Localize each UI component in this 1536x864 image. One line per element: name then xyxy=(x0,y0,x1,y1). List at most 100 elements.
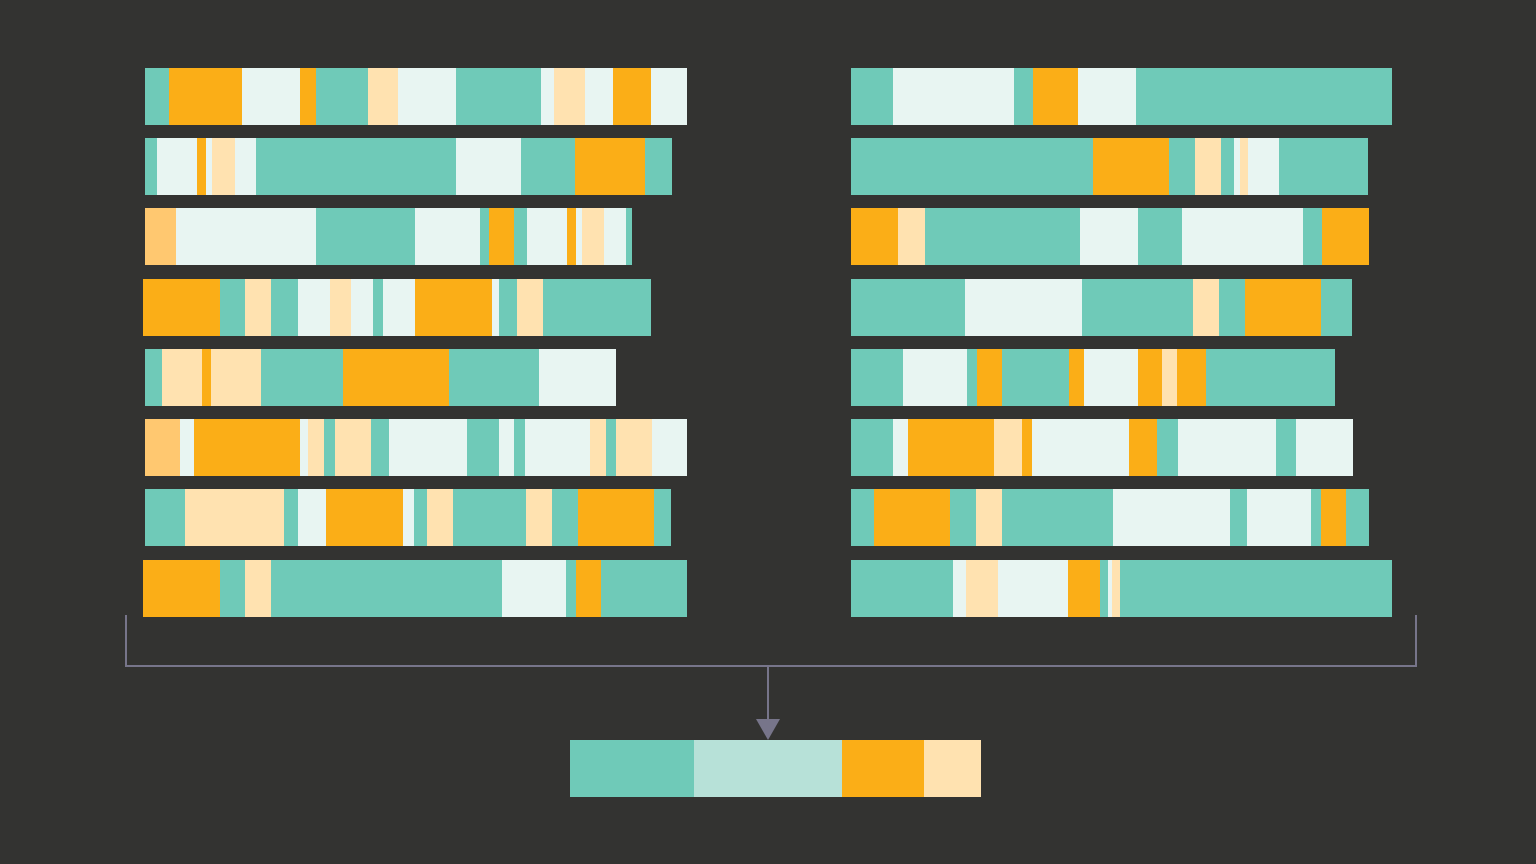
segment xyxy=(499,419,514,476)
segment xyxy=(368,68,398,125)
segment xyxy=(1321,489,1346,546)
segment xyxy=(1093,138,1169,195)
segment xyxy=(1234,138,1240,195)
segment xyxy=(998,560,1068,617)
right-row xyxy=(851,349,1335,406)
segment xyxy=(145,208,176,265)
segment xyxy=(169,68,242,125)
segment xyxy=(575,138,645,195)
segment xyxy=(1296,419,1353,476)
segment xyxy=(212,138,235,195)
segment xyxy=(1078,68,1136,125)
segment xyxy=(953,560,966,617)
segment xyxy=(903,349,967,406)
segment xyxy=(1248,138,1279,195)
segment xyxy=(966,560,998,617)
segment xyxy=(893,68,1014,125)
segment xyxy=(211,349,261,406)
segment xyxy=(604,208,626,265)
segment xyxy=(180,419,194,476)
segment xyxy=(502,560,566,617)
right-row xyxy=(851,419,1353,476)
segment xyxy=(1108,560,1112,617)
segment xyxy=(143,560,220,617)
segment xyxy=(652,419,687,476)
segment xyxy=(694,740,842,797)
segment xyxy=(206,138,212,195)
segment xyxy=(389,419,467,476)
segment xyxy=(1069,349,1084,406)
segment xyxy=(1247,489,1311,546)
segment xyxy=(456,138,521,195)
segment xyxy=(245,279,271,336)
segment xyxy=(492,279,499,336)
segment xyxy=(185,489,284,546)
segment xyxy=(1033,68,1078,125)
segment xyxy=(582,208,604,265)
segment xyxy=(898,208,925,265)
segment xyxy=(576,560,601,617)
segment xyxy=(300,419,308,476)
left-row xyxy=(145,489,671,546)
right-row xyxy=(851,68,1392,125)
left-row xyxy=(145,68,687,125)
segment xyxy=(893,419,908,476)
segment xyxy=(570,740,694,797)
segment xyxy=(585,68,613,125)
segment xyxy=(1032,419,1129,476)
segment xyxy=(143,279,220,336)
left-row xyxy=(143,279,651,336)
segment xyxy=(874,489,950,546)
segment xyxy=(554,68,585,125)
segment xyxy=(194,419,300,476)
segment xyxy=(541,68,554,125)
segment xyxy=(977,349,1002,406)
bracket xyxy=(125,615,1417,667)
segment xyxy=(143,560,687,617)
segment xyxy=(1084,349,1138,406)
right-row xyxy=(851,279,1352,336)
segment xyxy=(235,138,256,195)
right-row xyxy=(851,560,1392,617)
segment xyxy=(335,419,371,476)
segment xyxy=(300,68,316,125)
left-row xyxy=(145,138,672,195)
segment xyxy=(965,279,1082,336)
segment xyxy=(567,208,576,265)
segment xyxy=(1129,419,1157,476)
segment xyxy=(489,208,514,265)
segment xyxy=(343,349,449,406)
segment xyxy=(176,208,316,265)
segment xyxy=(242,68,300,125)
segment xyxy=(576,208,582,265)
segment xyxy=(326,489,403,546)
right-row xyxy=(851,489,1369,546)
segment xyxy=(976,489,1002,546)
left-row xyxy=(145,349,616,406)
segment xyxy=(1240,138,1248,195)
segment xyxy=(415,279,492,336)
segment xyxy=(308,419,324,476)
segment xyxy=(1177,349,1206,406)
segment xyxy=(1112,560,1120,617)
segment xyxy=(298,279,330,336)
segment xyxy=(298,489,326,546)
segment xyxy=(245,560,271,617)
arrow-head xyxy=(756,719,780,740)
segment xyxy=(1022,419,1032,476)
segment xyxy=(908,419,994,476)
segment xyxy=(590,419,606,476)
segment xyxy=(851,208,898,265)
segment xyxy=(578,489,654,546)
segment xyxy=(924,740,981,797)
segment xyxy=(415,208,480,265)
result-bar xyxy=(570,740,981,797)
segment xyxy=(351,279,373,336)
segment xyxy=(1068,560,1100,617)
right-row xyxy=(851,138,1368,195)
segment xyxy=(197,138,206,195)
segment xyxy=(1193,279,1219,336)
segment xyxy=(1322,208,1369,265)
left-row xyxy=(145,419,687,476)
